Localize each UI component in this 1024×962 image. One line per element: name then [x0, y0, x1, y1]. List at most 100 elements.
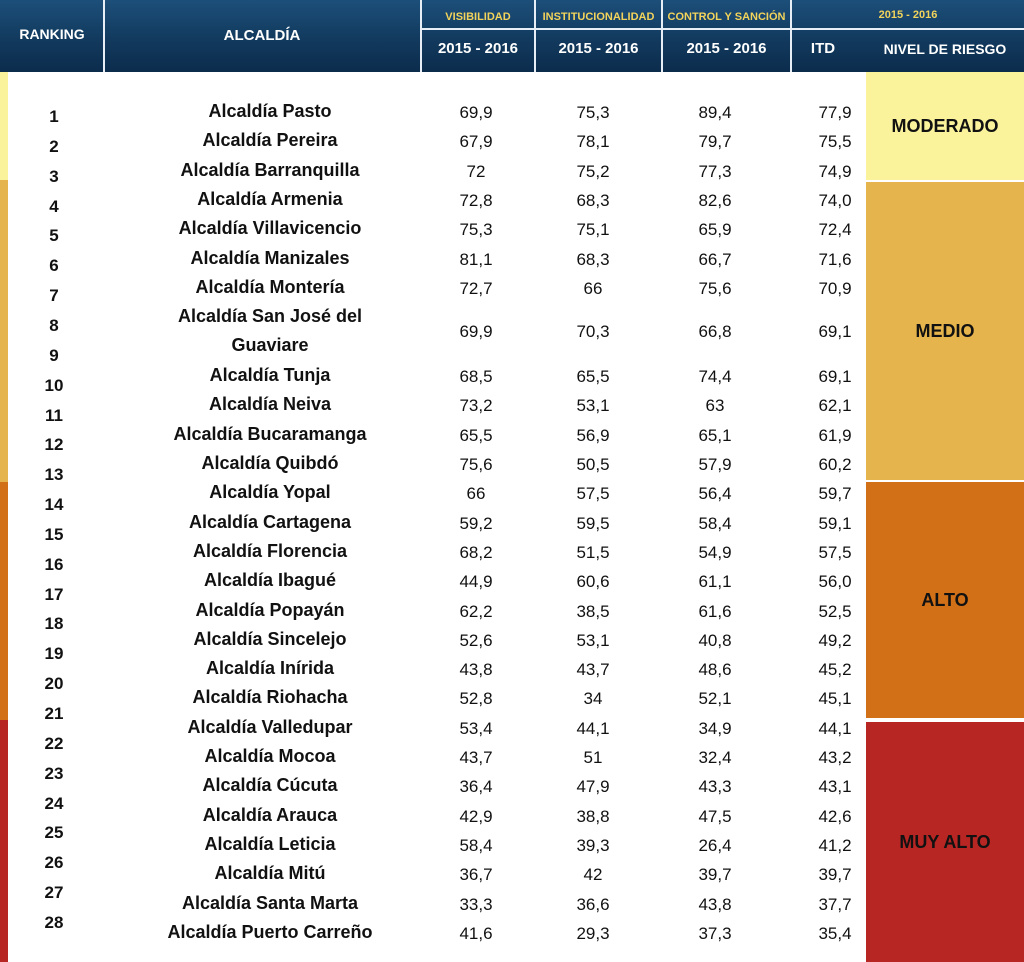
header-visibilidad: VISIBILIDAD	[445, 11, 511, 23]
row-control: 63	[705, 396, 725, 416]
row-control: 39,7	[698, 865, 732, 885]
row-visibilidad: 73,2	[459, 396, 493, 416]
row-itd: 45,1	[818, 689, 852, 709]
header-alcaldia: ALCALDÍA	[223, 27, 301, 44]
risk-label: ALTO	[921, 589, 969, 610]
header-institucionalidad: INSTITUCIONALIDAD	[542, 11, 655, 23]
rank-number: 7	[49, 286, 59, 306]
row-institucionalidad: 50,5	[576, 455, 610, 474]
row-visibilidad: 68,5	[459, 367, 493, 387]
row-visibilidad: 68,2	[459, 542, 493, 562]
row-institucionalidad: 68,3	[576, 190, 610, 210]
row-institucionalidad: 75,2	[576, 161, 610, 181]
row-alcaldia-name: Alcaldía Yopal	[209, 482, 331, 503]
row-visibilidad: 65,5	[459, 425, 493, 445]
row-control: 47,5	[698, 806, 732, 826]
row-visibilidad: 33,3	[459, 894, 493, 914]
row-alcaldia-name: Alcaldía Riohacha	[192, 687, 348, 708]
row-control: 79,7	[698, 132, 732, 152]
row-visibilidad: 75,3	[459, 220, 493, 240]
row-alcaldia-name: Alcaldía Neiva	[208, 394, 332, 415]
row-control: 57,9	[698, 455, 732, 474]
row-visibilidad: 66	[466, 484, 486, 504]
row-control: 66,7	[698, 249, 732, 269]
risk-sidebar-alto	[0, 482, 8, 720]
row-alcaldia-name: Alcaldía Puerto Carreño	[167, 921, 373, 942]
row-alcaldia-name: Alcaldía Armenia	[197, 188, 343, 209]
row-control: 34,9	[698, 718, 732, 738]
row-itd: 75,5	[818, 132, 852, 152]
row-itd: 49,2	[818, 630, 852, 650]
row-alcaldia-name: Alcaldía Inírida	[205, 658, 335, 679]
row-visibilidad: 72,8	[459, 190, 493, 210]
row-control: 43,8	[698, 894, 732, 914]
row-itd: 43,2	[818, 748, 852, 767]
table-header: RANKING ALCALDÍA VISIBILIDAD INSTITUCION…	[0, 0, 1024, 72]
risk-label: MEDIO	[915, 320, 975, 341]
row-visibilidad: 62,2	[459, 601, 493, 621]
header-divider	[534, 0, 536, 72]
row-visibilidad: 72,7	[459, 278, 493, 298]
row-visibilidad: 67,9	[459, 132, 493, 152]
header-control: CONTROL Y SANCIÓN	[667, 11, 786, 23]
row-institucionalidad: 78,1	[576, 132, 610, 152]
row-institucionalidad: 36,6	[576, 894, 610, 914]
row-institucionalidad: 68,3	[576, 249, 610, 269]
row-itd: 74,9	[818, 161, 852, 181]
row-alcaldia-name: Alcaldía Pereira	[202, 130, 338, 151]
rank-number: 10	[44, 375, 64, 395]
row-alcaldia-name: Alcaldía Santa Marta	[181, 892, 359, 913]
rank-number: 12	[44, 435, 64, 455]
row-visibilidad: 42,9	[459, 806, 493, 826]
row-institucionalidad: 56,9	[576, 425, 610, 445]
rank-number: 16	[44, 554, 64, 574]
row-control: 32,4	[698, 748, 732, 767]
rank-number: 18	[44, 614, 64, 634]
header-period-vis: 2015 - 2016	[437, 40, 519, 57]
row-itd: 77,9	[818, 103, 852, 122]
header-ranking: RANKING	[19, 26, 85, 42]
row-alcaldia-name: Alcaldía Cúcuta	[202, 775, 338, 796]
row-itd: 42,6	[818, 806, 852, 826]
rank-number: 6	[49, 256, 59, 276]
row-itd: 74,0	[818, 190, 852, 210]
row-control: 54,9	[698, 542, 732, 562]
rank-number: 26	[44, 853, 64, 873]
row-alcaldia-name: Alcaldía Tunja	[209, 365, 331, 386]
row-control: 74,4	[698, 367, 732, 387]
risk-block-muy-alto: MUY ALTO	[866, 722, 1024, 962]
risk-sidebar-muy-alto	[0, 720, 8, 962]
row-institucionalidad: 47,9	[576, 777, 610, 797]
row-control: 65,9	[698, 220, 732, 240]
rank-number: 23	[44, 763, 64, 783]
row-itd: 72,4	[818, 220, 852, 240]
row-alcaldia-name: Alcaldía Mitú	[214, 863, 326, 884]
row-itd: 60,2	[818, 455, 852, 474]
row-itd: 69,1	[818, 322, 852, 342]
row-visibilidad: 52,8	[459, 689, 493, 709]
row-control: 61,1	[698, 572, 732, 592]
row-visibilidad: 75,6	[459, 455, 493, 474]
row-institucionalidad: 75,1	[576, 220, 610, 240]
row-itd: 61,9	[818, 425, 852, 445]
row-alcaldia-name: Alcaldía Montería	[195, 276, 345, 297]
row-itd: 52,5	[818, 601, 852, 621]
row-visibilidad: 59,2	[459, 513, 493, 533]
row-institucionalidad: 70,3	[576, 322, 610, 342]
rank-number: 15	[44, 524, 64, 544]
row-itd: 35,4	[818, 923, 852, 943]
row-alcaldia-name: Alcaldía Leticia	[204, 833, 336, 854]
row-visibilidad: 41,6	[459, 923, 493, 943]
header-divider	[103, 0, 105, 72]
row-institucionalidad: 51,5	[576, 542, 610, 562]
row-alcaldia-name: Alcaldía Barranquilla	[180, 159, 360, 180]
row-control: 26,4	[698, 835, 732, 855]
row-institucionalidad: 57,5	[576, 484, 610, 504]
row-visibilidad: 52,6	[459, 630, 493, 650]
row-itd: 41,2	[818, 835, 852, 855]
risk-sidebar-medio	[0, 180, 8, 482]
row-alcaldia-name-cont: Guaviare	[231, 335, 309, 356]
rank-number: 22	[44, 733, 64, 753]
row-control: 89,4	[698, 103, 732, 122]
row-visibilidad: 36,7	[459, 865, 493, 885]
